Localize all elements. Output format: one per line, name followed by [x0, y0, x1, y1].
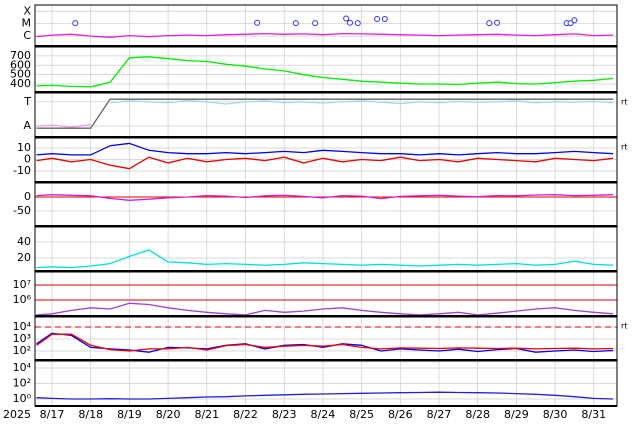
event-marker — [72, 20, 79, 27]
x-tick-label: 8/29 — [504, 408, 529, 421]
series-line — [36, 56, 614, 88]
side-label: rt — [621, 322, 627, 331]
x-tick-label: 8/31 — [581, 408, 606, 421]
x-tick-label: 8/25 — [349, 408, 374, 421]
panel-frame — [34, 182, 618, 227]
y-tick-label: T — [23, 95, 31, 108]
event-marker — [346, 19, 353, 26]
series-line — [36, 249, 614, 269]
event-marker — [312, 20, 319, 27]
x-tick-label: 8/26 — [388, 408, 413, 421]
series-line — [36, 156, 614, 170]
y-tick-label: 10 — [17, 141, 31, 154]
series-line — [110, 99, 614, 105]
y-tick-label: C — [23, 29, 31, 42]
event-marker — [254, 19, 261, 26]
y-tick-label: 10² — [13, 377, 31, 390]
x-tick-label: 8/23 — [272, 408, 297, 421]
y-tick-label: 10⁴ — [13, 361, 32, 374]
x-tick-label: 8/30 — [543, 408, 568, 421]
y-tick-label: 700 — [10, 49, 31, 62]
event-marker — [571, 17, 578, 24]
y-tick-label: 600 — [10, 58, 31, 71]
series-line — [36, 194, 614, 201]
x-tick-label: 8/22 — [233, 408, 258, 421]
series-line — [36, 124, 91, 128]
y-tick-label: 10⁶ — [13, 293, 32, 306]
series-line — [36, 302, 614, 316]
x-tick-label: 8/17 — [40, 408, 65, 421]
x-tick-label: 8/27 — [427, 408, 452, 421]
year-label: 2025 — [3, 408, 31, 421]
y-tick-label: 10⁷ — [13, 278, 31, 291]
series-line — [36, 333, 614, 352]
y-tick-label: -10 — [13, 164, 31, 177]
series-line — [36, 98, 614, 129]
x-tick-label: 8/18 — [78, 408, 103, 421]
side-label: rt — [621, 143, 627, 152]
event-marker — [494, 19, 501, 26]
y-tick-label: A — [23, 119, 31, 132]
series-line — [36, 142, 614, 156]
event-marker — [486, 20, 493, 27]
y-tick-label: 10³ — [13, 332, 31, 345]
y-tick-label: 0 — [24, 190, 31, 203]
panel-frame — [34, 316, 618, 361]
event-marker — [381, 15, 388, 22]
event-marker — [354, 20, 361, 27]
series-line — [36, 391, 614, 400]
y-tick-label: 400 — [10, 77, 31, 90]
y-tick-label: 20 — [17, 251, 31, 264]
series-line — [36, 332, 614, 353]
x-tick-label: 8/28 — [465, 408, 490, 421]
event-marker — [374, 15, 381, 22]
event-marker — [567, 20, 574, 27]
y-tick-label: X — [23, 4, 31, 17]
y-tick-label: M — [22, 17, 32, 30]
x-tick-label: 8/24 — [311, 408, 336, 421]
event-marker — [292, 20, 299, 27]
side-label: rt — [621, 98, 627, 107]
x-tick-label: 8/21 — [194, 408, 219, 421]
y-tick-label: -50 — [13, 204, 31, 217]
y-tick-label: 500 — [10, 68, 31, 81]
y-tick-label: 10² — [13, 344, 31, 357]
x-tick-label: 8/19 — [117, 408, 142, 421]
y-tick-label: 10⁴ — [13, 320, 32, 333]
event-marker — [343, 15, 350, 22]
x-tick-label: 8/20 — [156, 408, 181, 421]
y-tick-label: 0 — [24, 152, 31, 165]
y-tick-label: 10⁰ — [13, 392, 32, 405]
series-line — [36, 32, 614, 38]
y-tick-label: 40 — [17, 235, 31, 248]
panel-frame — [34, 46, 618, 93]
